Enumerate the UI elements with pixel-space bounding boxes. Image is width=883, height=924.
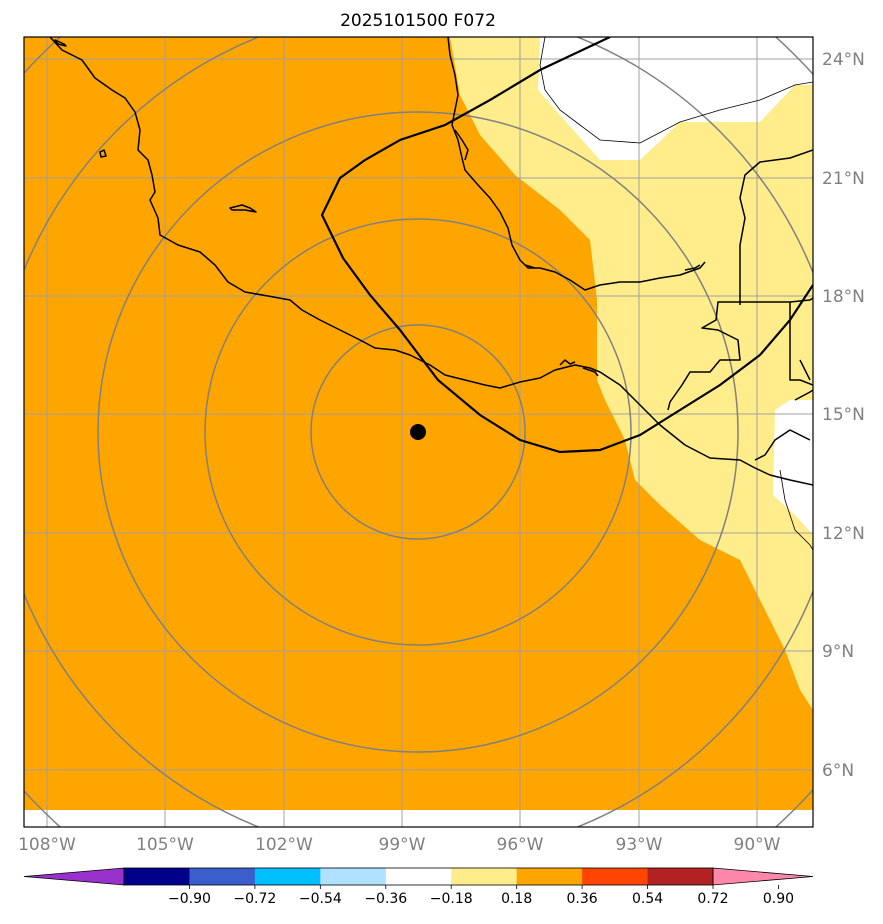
lat-axis: 24°N 21°N 18°N 15°N 12°N 9°N 6°N — [822, 50, 865, 781]
range-ring — [204, 218, 632, 646]
colorbar-segment — [385, 868, 452, 885]
colorbar-tick-label: 0.90 — [763, 891, 794, 907]
field-white-upper — [538, 37, 813, 160]
lat-tick-label: 6°N — [822, 761, 854, 781]
lon-axis: 108°W 105°W 102°W 99°W 96°W 93°W 90°W — [18, 835, 781, 855]
lat-tick-label: 24°N — [822, 50, 865, 70]
colorbar-tick-label: −0.54 — [299, 891, 342, 907]
island — [524, 264, 536, 269]
thin-line-gulf — [539, 37, 813, 144]
island — [454, 129, 469, 161]
island — [559, 359, 576, 366]
colorbar-tick-label: 0.36 — [567, 891, 598, 907]
storm-center-marker — [410, 424, 426, 440]
field-yellow-region — [450, 37, 813, 710]
border-mexico-guatemala — [667, 301, 813, 411]
lon-tick-label: 105°W — [136, 835, 194, 855]
range-ring — [310, 324, 526, 540]
colorbar-segment — [516, 868, 583, 885]
coastlines — [49, 37, 813, 486]
range-ring — [97, 111, 739, 753]
lat-tick-label: 15°N — [822, 405, 865, 425]
lat-tick-label: 21°N — [822, 169, 865, 189]
island — [54, 39, 67, 47]
map-frame — [23, 36, 814, 828]
colorbar-extend-high — [712, 867, 814, 886]
border-guatemala — [599, 371, 813, 486]
colorbar-segment — [124, 868, 190, 885]
gulf-coastline — [447, 37, 706, 291]
thin-borders — [539, 37, 813, 551]
lon-tick-label: 99°W — [379, 835, 426, 855]
lat-tick-label: 18°N — [822, 287, 865, 307]
border-honduras — [789, 297, 813, 303]
colorbar-segment — [451, 868, 518, 885]
island — [229, 204, 257, 213]
colorbar-extend-low — [23, 867, 125, 886]
colorbar-frame — [123, 867, 714, 886]
lon-tick-label: 102°W — [255, 835, 313, 855]
colorbar-tick-label: 0.54 — [632, 891, 663, 907]
colorbar-tick-label: −0.72 — [233, 891, 276, 907]
colorbar-tick-label: −0.36 — [364, 891, 407, 907]
lon-tick-label: 90°W — [734, 835, 781, 855]
colorbar-segment — [647, 868, 714, 885]
colorbar-segment — [320, 868, 387, 885]
pacific-coastline — [49, 37, 601, 389]
colorbar-tick-label: 0.18 — [501, 891, 532, 907]
lon-tick-label: 93°W — [616, 835, 663, 855]
colorbar-tick-label: −0.90 — [168, 891, 211, 907]
track-contour — [320, 37, 813, 454]
graticule — [24, 37, 813, 827]
thin-line-central — [779, 469, 813, 551]
colorbar-segment — [254, 868, 321, 885]
lat-tick-label: 12°N — [822, 524, 865, 544]
island — [582, 367, 599, 377]
lat-tick-label: 9°N — [822, 642, 854, 662]
island — [99, 149, 107, 158]
map-title: 2025101500 F072 — [340, 11, 496, 31]
coast-el-salvador — [754, 429, 811, 461]
colorbar: −0.90 −0.72 −0.54 −0.36 −0.18 0.18 0.36 0.54 0.7… — [23, 867, 814, 907]
coast-yucatan — [799, 359, 811, 381]
lon-tick-label: 96°W — [497, 835, 544, 855]
colorbar-tick-label: 0.72 — [697, 891, 728, 907]
lon-tick-label: 108°W — [18, 835, 76, 855]
colorbar-tick-label: −0.18 — [430, 891, 473, 907]
border-belize — [739, 149, 813, 305]
island — [684, 264, 701, 271]
field-white-right — [773, 400, 813, 535]
colorbar-segment — [582, 868, 649, 885]
coast-gulf-fonseca — [794, 389, 813, 401]
colorbar-segment — [189, 868, 256, 885]
